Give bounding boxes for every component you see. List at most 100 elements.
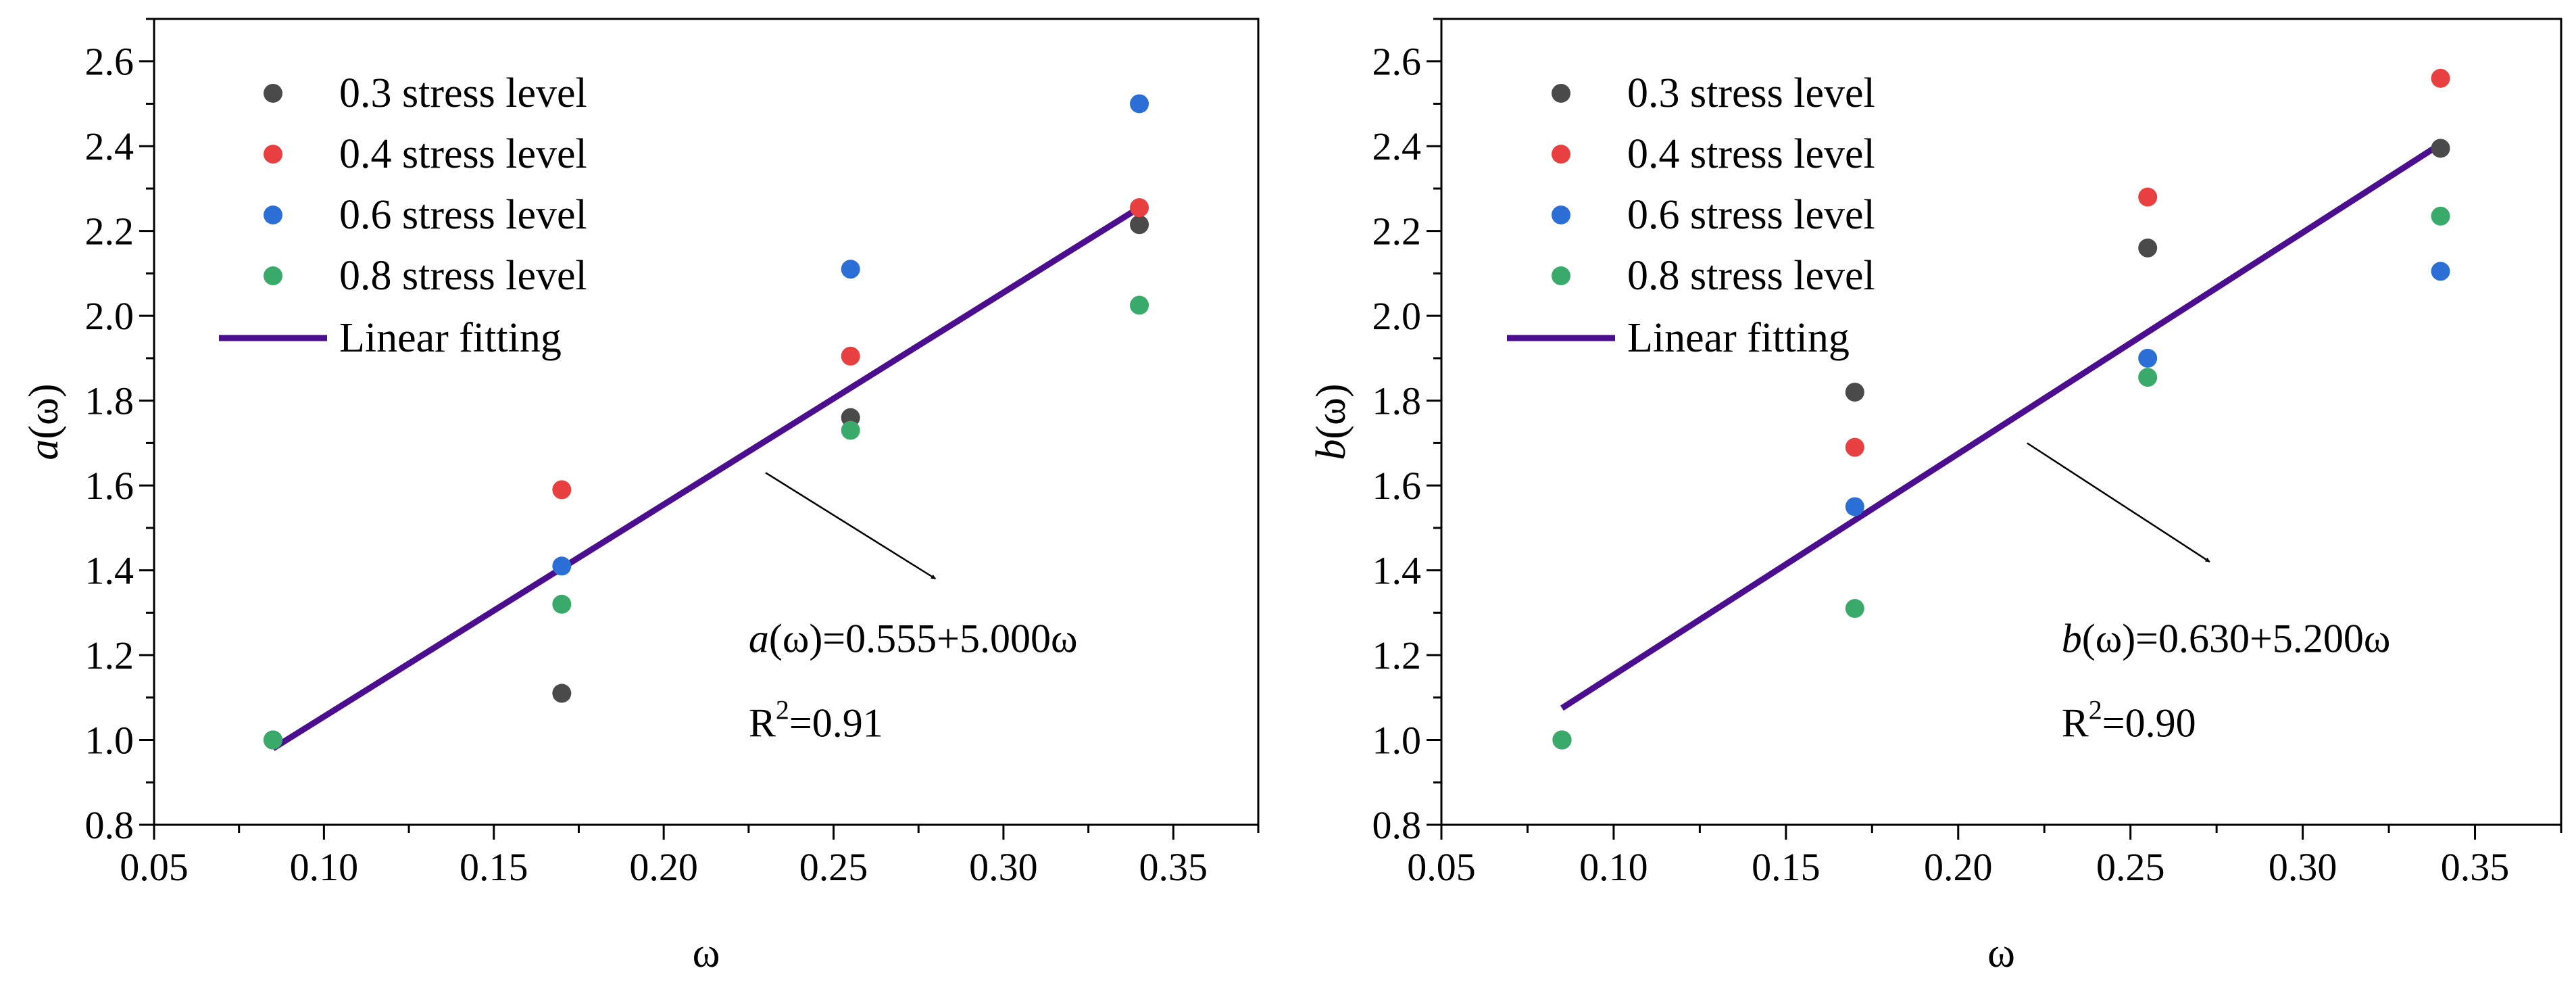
- legend-marker: [264, 84, 282, 103]
- x-tick-label: 0.05: [120, 845, 189, 889]
- fit-equation-arg: (ω): [769, 617, 822, 661]
- y-tick-label: 1.4: [1372, 549, 1422, 593]
- x-tick-label: 0.05: [1407, 845, 1476, 889]
- data-point: [2138, 368, 2158, 387]
- y-tick-label: 2.6: [85, 40, 134, 84]
- x-tick-label: 0.10: [1579, 845, 1648, 889]
- y-axis-title-var: b: [1308, 439, 1354, 460]
- data-point: [552, 480, 572, 500]
- y-tick-label: 0.8: [1372, 803, 1422, 847]
- y-tick-label: 1.0: [1372, 719, 1422, 763]
- y-tick-label: 2.4: [85, 124, 134, 168]
- legend-label: 0.4 stress level: [339, 131, 587, 177]
- y-axis-title-arg: (ω): [1308, 383, 1354, 439]
- x-tick-label: 0.15: [1752, 845, 1820, 889]
- legend-marker: [1552, 266, 1570, 285]
- data-point: [1845, 497, 1864, 516]
- data-point: [263, 730, 282, 750]
- fit-line: [1560, 141, 2442, 711]
- y-tick-label: 2.0: [85, 294, 134, 338]
- x-tick-label: 0.30: [969, 845, 1038, 889]
- chart-right: 0.05 0.10 0.15 0.20 0.25 0.30 0.35 0.8 1.0 1.2 1.4…: [1308, 18, 2562, 976]
- legend-label: 0.6 stress level: [1627, 192, 1875, 238]
- data-point: [1130, 94, 1149, 114]
- data-point: [2431, 262, 2450, 281]
- y-tick-label: 0.8: [85, 803, 134, 847]
- legend-label: 0.8 stress level: [1627, 253, 1875, 299]
- fit-equation: b(ω)=0.630+5.200ω: [2062, 617, 2391, 661]
- data-point: [841, 346, 860, 366]
- x-tick-label: 0.30: [2269, 845, 2337, 889]
- x-tick-label: 0.25: [799, 845, 868, 889]
- legend-label: 0.4 stress level: [1627, 131, 1875, 177]
- data-point: [1130, 295, 1149, 315]
- y-axis-title: b(ω): [1308, 383, 1354, 460]
- r-squared-base: R: [749, 701, 776, 746]
- data-point: [1130, 215, 1149, 235]
- annotation-arrow: [2027, 442, 2210, 563]
- r-squared-sup: 2: [776, 695, 789, 725]
- fit-equation: a(ω)=0.555+5.000ω: [749, 617, 1078, 661]
- legend-label: Linear fitting: [339, 315, 562, 361]
- x-tick-label: 0.15: [460, 845, 528, 889]
- legend-label: 0.3 stress level: [339, 70, 587, 116]
- y-tick-label: 2.0: [1372, 294, 1422, 338]
- legend-label: Linear fitting: [1627, 315, 1850, 361]
- legend-marker: [264, 206, 282, 224]
- fit-equation-arg: (ω): [2082, 617, 2135, 661]
- y-tick-label: 2.2: [1372, 210, 1422, 254]
- fit-line: [271, 205, 1141, 751]
- y-tick-label: 1.8: [1372, 379, 1422, 423]
- legend-marker: [1552, 145, 1570, 164]
- x-tick-label: 0.10: [290, 845, 359, 889]
- chart-left: 0.05 0.10 0.15 0.20 0.25 0.30 0.35 0.8 1.0 1.2 1.4…: [21, 18, 1260, 976]
- x-axis-title: ω: [693, 930, 720, 976]
- data-point: [1552, 730, 1572, 750]
- plot-frame: [1440, 18, 2562, 826]
- y-tick-label: 2.4: [1372, 124, 1422, 168]
- x-tick-label: 0.20: [1924, 845, 1993, 889]
- y-tick-label: 1.2: [85, 633, 134, 677]
- y-tick-label: 1.6: [85, 464, 134, 508]
- y-tick-label: 1.8: [85, 379, 134, 423]
- y-tick-label: 1.2: [1372, 633, 1422, 677]
- x-tick-label: 0.25: [2096, 845, 2165, 889]
- data-point: [2431, 206, 2450, 226]
- data-point: [1845, 383, 1864, 402]
- legend-label: 0.6 stress level: [339, 192, 587, 238]
- x-axis-title: ω: [1987, 930, 2015, 976]
- fit-equation-var: b: [2062, 617, 2082, 661]
- y-tick-label: 1.4: [85, 549, 134, 593]
- y-tick-label: 1.6: [1372, 464, 1422, 508]
- y-tick-label: 1.0: [85, 719, 134, 763]
- y-axis-title-arg: (ω): [21, 383, 67, 439]
- legend-marker: [1552, 206, 1570, 224]
- fit-equation-rhs: =0.555+5.000ω: [822, 617, 1077, 661]
- data-point: [552, 594, 572, 614]
- r-squared: R2=0.90: [2062, 695, 2196, 746]
- r-squared: R2=0.91: [749, 695, 883, 746]
- plot-frame: [153, 18, 1260, 826]
- data-point: [2138, 348, 2158, 368]
- legend-marker: [264, 145, 282, 164]
- y-axis-title-var: a: [21, 439, 67, 460]
- fit-equation-var: a: [749, 617, 769, 661]
- data-point: [841, 260, 860, 279]
- annotation-arrow: [765, 472, 937, 580]
- data-point: [2431, 139, 2450, 158]
- fit-equation-rhs: =0.630+5.200ω: [2135, 617, 2390, 661]
- data-point: [552, 683, 572, 703]
- data-point: [2138, 187, 2158, 207]
- legend-label: 0.8 stress level: [339, 253, 587, 299]
- data-point: [552, 556, 572, 576]
- r-squared-value: =0.91: [789, 701, 883, 746]
- data-point: [841, 421, 860, 440]
- x-tick-label: 0.20: [629, 845, 698, 889]
- y-tick-label: 2.6: [1372, 40, 1422, 84]
- data-point: [2138, 238, 2158, 258]
- r-squared-base: R: [2062, 701, 2089, 746]
- x-tick-label: 0.35: [1139, 845, 1208, 889]
- r-squared-sup: 2: [2089, 695, 2102, 725]
- y-tick-label: 2.2: [85, 210, 134, 254]
